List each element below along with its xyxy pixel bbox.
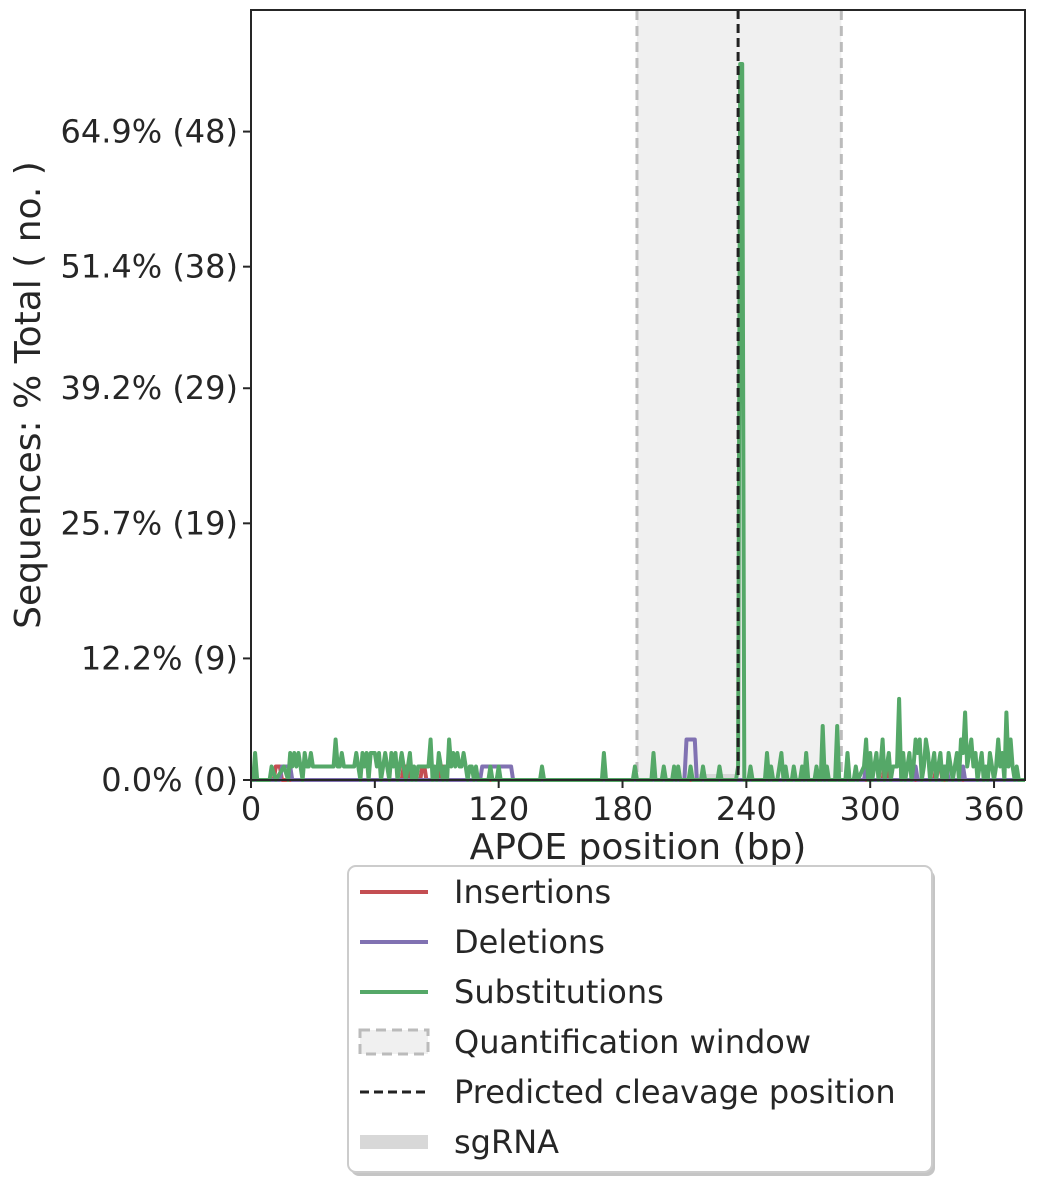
- legend-box: [347, 865, 933, 1173]
- y-tick-label: 51.4% (38): [60, 248, 238, 286]
- legend-label-sgrna: sgRNA: [454, 1123, 559, 1161]
- x-tick-label: 120: [468, 790, 529, 828]
- y-axis-title: Sequences: % Total ( no. ): [8, 161, 49, 629]
- legend-label-substitutions: Substitutions: [454, 973, 664, 1011]
- legend-label-insertions: Insertions: [454, 873, 611, 911]
- y-tick-label: 12.2% (9): [81, 639, 238, 677]
- legend-label-quantification-window: Quantification window: [454, 1023, 811, 1061]
- legend-label-predicted-cleavage-position: Predicted cleavage position: [454, 1073, 896, 1111]
- legend: Insertions Deletions Substitutions Quantifi…: [347, 865, 935, 1176]
- x-tick-label: 60: [354, 790, 395, 828]
- y-axis: 0.0% (0) 12.2% (9) 25.7% (19) 39.2% (29) 51.…: [60, 113, 251, 799]
- plot-frame-layer: [250, 9, 1026, 781]
- y-tick-label: 39.2% (29): [60, 369, 238, 407]
- y-tick-label: 64.9% (48): [60, 113, 238, 151]
- legend-label-deletions: Deletions: [454, 923, 605, 961]
- x-tick-label: 300: [840, 790, 901, 828]
- x-axis-title: APOE position (bp): [470, 827, 807, 868]
- y-tick-label: 25.7% (19): [60, 504, 238, 542]
- x-tick-label: 0: [241, 790, 261, 828]
- y-tick-label: 0.0% (0): [101, 761, 238, 799]
- plot-frame: [250, 9, 1026, 781]
- x-axis: 0 60 120 180 240 300 360: [241, 780, 1025, 828]
- x-tick-label: 240: [716, 790, 777, 828]
- x-tick-label: 360: [964, 790, 1025, 828]
- legend-swatch-quantification-window: [358, 1028, 430, 1056]
- x-tick-label: 180: [592, 790, 653, 828]
